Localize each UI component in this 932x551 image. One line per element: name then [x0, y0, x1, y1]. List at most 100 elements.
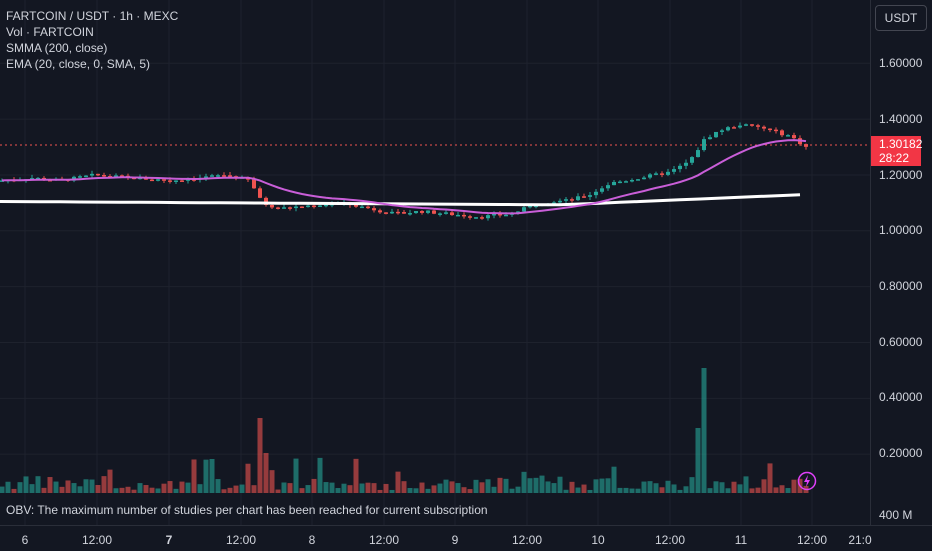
- volume-bar: [341, 483, 347, 493]
- legend-ema[interactable]: EMA (20, close, 0, SMA, 5): [6, 57, 151, 71]
- candle-body: [684, 162, 688, 166]
- time-label: 10: [591, 533, 605, 547]
- volume-bar: [227, 487, 233, 493]
- legend-volume[interactable]: Vol · FARTCOIN: [6, 25, 94, 39]
- volume-bar: [641, 481, 647, 493]
- candle-body: [666, 171, 670, 175]
- volume-bar: [209, 459, 215, 493]
- time-label: 12:00: [511, 533, 543, 547]
- time-label: 11: [734, 533, 748, 547]
- volume-bar: [551, 483, 557, 493]
- volume-bar: [725, 488, 731, 493]
- candle-body: [300, 206, 304, 209]
- candle-body: [528, 205, 532, 208]
- volume-bar: [77, 486, 83, 493]
- candle-body: [384, 212, 388, 214]
- volume-bar: [71, 483, 77, 493]
- time-axis[interactable]: 6 12:00 7 12:00 8 12:00 9 12:00 10 12:00…: [0, 525, 932, 551]
- candle-body: [780, 130, 784, 136]
- volume-bar: [221, 489, 227, 493]
- volume-bar: [755, 487, 761, 493]
- volume-bar: [407, 487, 413, 493]
- volume-bar: [167, 481, 173, 493]
- volume-bar: [335, 488, 341, 493]
- volume-bar: [233, 485, 239, 493]
- volume-bar: [695, 428, 701, 493]
- candle-body: [486, 215, 490, 219]
- candle-body: [156, 179, 160, 181]
- candle-body: [744, 124, 748, 126]
- volume-bar: [743, 476, 749, 493]
- volume-bar: [647, 481, 653, 493]
- price-scale[interactable]: USDT 1.60000 1.40000 1.30182 28:22 1.200…: [870, 0, 932, 525]
- current-price-value: 1.30182: [879, 137, 923, 151]
- volume-bar: [59, 486, 65, 493]
- candle-body: [738, 125, 742, 128]
- volume-bar: [161, 483, 167, 493]
- volume-bar: [749, 488, 755, 493]
- volume-bar: [287, 483, 293, 493]
- candle-body: [324, 204, 328, 207]
- candle-body: [456, 214, 460, 217]
- candle-body: [762, 126, 766, 129]
- price-chart[interactable]: [0, 0, 870, 525]
- candle-body: [786, 135, 790, 137]
- currency-button[interactable]: USDT: [875, 5, 927, 31]
- volume-bar: [383, 483, 389, 493]
- volume-bar: [251, 485, 257, 493]
- volume-bar: [593, 479, 599, 493]
- volume-bar: [587, 489, 593, 493]
- candle-body: [438, 213, 442, 215]
- volume-bar: [497, 477, 503, 493]
- candle-body: [696, 150, 700, 158]
- candle-body: [588, 195, 592, 197]
- volume-bar: [503, 478, 509, 493]
- volume-bar: [773, 487, 779, 493]
- candle-body: [624, 181, 628, 183]
- candle-body: [534, 205, 538, 208]
- volume-bar: [665, 480, 671, 493]
- candle-body: [186, 179, 190, 181]
- candle-body: [372, 208, 376, 211]
- candle-body: [594, 191, 598, 196]
- volume-bar: [479, 482, 485, 493]
- volume-bar: [323, 482, 329, 493]
- volume-bar: [635, 488, 641, 493]
- candle-body: [522, 207, 526, 212]
- volume-bar: [365, 482, 371, 493]
- candle-body: [120, 175, 124, 177]
- volume-bar: [683, 486, 689, 493]
- candle-body: [606, 185, 610, 189]
- candle-body: [618, 181, 622, 184]
- candle-body: [228, 175, 232, 177]
- volume-bar: [191, 459, 197, 493]
- volume-bar: [101, 476, 107, 493]
- candle-body: [708, 137, 712, 140]
- volume-bar: [659, 487, 665, 493]
- candle-body: [84, 175, 88, 178]
- candle-body: [474, 217, 478, 219]
- volume-bar: [173, 488, 179, 493]
- volume-bar: [83, 479, 89, 493]
- candle-body: [162, 179, 166, 181]
- candle-body: [312, 205, 316, 208]
- flash-icon[interactable]: [797, 471, 817, 491]
- volume-bar: [359, 483, 365, 493]
- volume-bar: [431, 485, 437, 493]
- volume-bar: [791, 479, 797, 493]
- candle-body: [402, 212, 406, 214]
- volume-bar: [539, 475, 545, 493]
- legend-symbol[interactable]: FARTCOIN / USDT · 1h · MEXC: [6, 9, 179, 23]
- volume-bar: [761, 479, 767, 493]
- volume-bar: [413, 488, 419, 493]
- candle-body: [294, 206, 298, 209]
- candle-body: [468, 216, 472, 218]
- volume-bar: [245, 463, 251, 493]
- volume-bar: [11, 488, 17, 493]
- volume-bar: [707, 488, 713, 493]
- legend-smma[interactable]: SMMA (200, close): [6, 41, 108, 55]
- price-label: 0.20000: [879, 446, 923, 460]
- candle-body: [702, 139, 706, 151]
- volume-bar: [65, 480, 71, 493]
- volume-bar: [0, 486, 5, 493]
